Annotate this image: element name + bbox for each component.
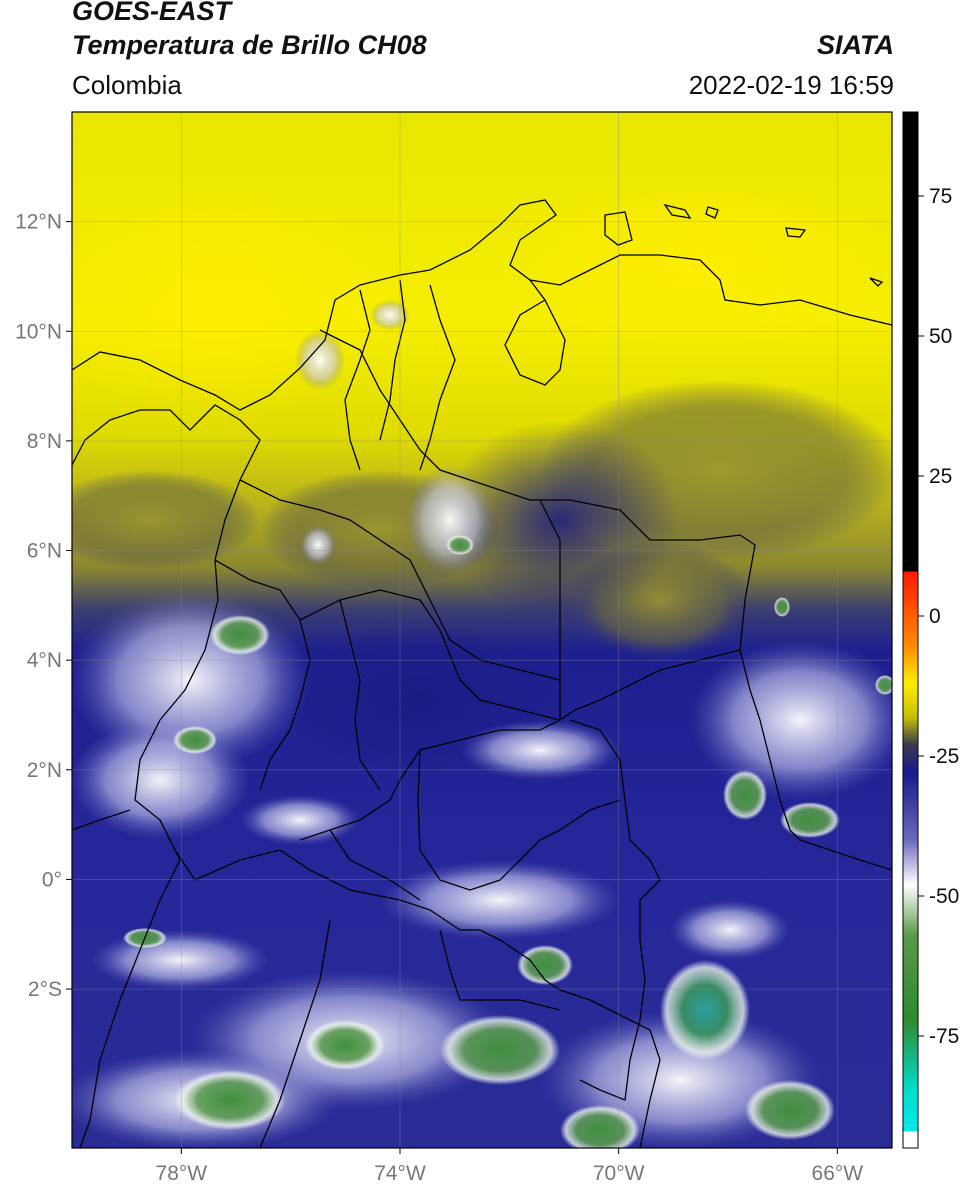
x-tick-label: 66°W: [812, 1162, 864, 1185]
y-tick-label: 4°N: [27, 649, 62, 672]
colorbar: [902, 111, 919, 1149]
x-axis: 78°W 74°W 70°W 66°W: [156, 1148, 864, 1185]
y-tick-label: 12°N: [15, 211, 62, 234]
colorbar-ticks: 75 50 25 0 -25 -50 -75: [918, 185, 959, 1048]
colorbar-tick-label: -75: [929, 1025, 959, 1048]
title-satellite: GOES-EAST: [72, 0, 232, 26]
colorbar-tick-label: 0: [929, 605, 941, 628]
y-axis: 12°N 10°N 8°N 6°N 4°N 2°N 0° 2°S: [15, 211, 72, 1001]
title-product: Temperatura de Brillo CH08: [72, 30, 427, 60]
colorbar-tick-label: -50: [929, 885, 959, 908]
x-tick-label: 70°W: [593, 1162, 645, 1185]
colorbar-tick-label: -25: [929, 745, 959, 768]
y-tick-label: 8°N: [27, 430, 62, 453]
title-source: SIATA: [817, 30, 894, 60]
x-tick-label: 78°W: [156, 1162, 208, 1185]
y-tick-label: 2°N: [27, 759, 62, 782]
subtitle-region: Colombia: [72, 70, 182, 100]
graticule: [72, 112, 892, 1148]
colorbar-tick-label: 50: [929, 325, 952, 348]
y-tick-label: 6°N: [27, 540, 62, 563]
subtitle-datetime: 2022-02-19 16:59: [688, 70, 894, 100]
colorbar-tick-label: 25: [929, 465, 952, 488]
colorbar-tick-label: 75: [929, 185, 952, 208]
x-tick-label: 74°W: [374, 1162, 426, 1185]
y-tick-label: 2°S: [28, 978, 62, 1001]
map-frame: [71, 111, 893, 1149]
satellite-image: [72, 112, 892, 1148]
y-tick-label: 0°: [42, 868, 62, 891]
y-tick-label: 10°N: [15, 320, 62, 343]
borders-overlay: [72, 199, 892, 1148]
